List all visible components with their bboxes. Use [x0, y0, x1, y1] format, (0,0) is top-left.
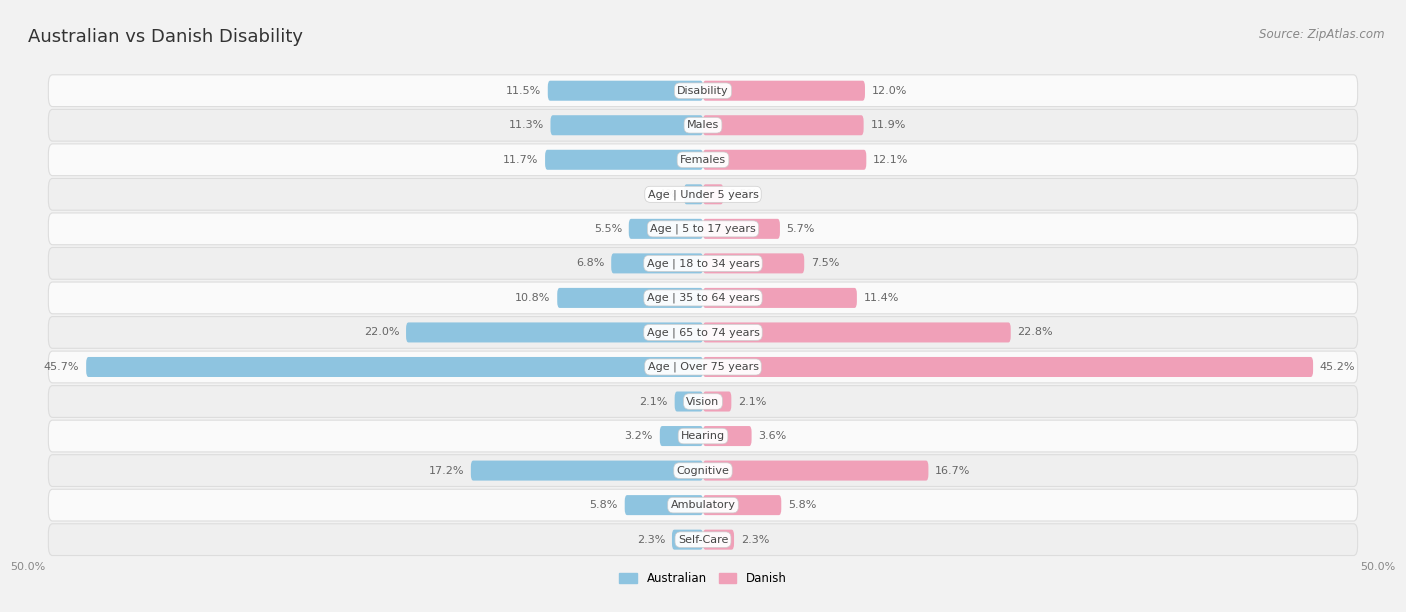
FancyBboxPatch shape	[557, 288, 703, 308]
Text: 2.1%: 2.1%	[640, 397, 668, 406]
Text: Vision: Vision	[686, 397, 720, 406]
Text: 3.2%: 3.2%	[624, 431, 652, 441]
Text: 12.0%: 12.0%	[872, 86, 907, 95]
FancyBboxPatch shape	[659, 426, 703, 446]
FancyBboxPatch shape	[406, 323, 703, 343]
Text: 22.8%: 22.8%	[1018, 327, 1053, 337]
Text: 11.7%: 11.7%	[503, 155, 538, 165]
Text: 5.8%: 5.8%	[589, 500, 619, 510]
FancyBboxPatch shape	[703, 529, 734, 550]
FancyBboxPatch shape	[703, 461, 928, 480]
Text: 16.7%: 16.7%	[935, 466, 970, 476]
Text: 7.5%: 7.5%	[811, 258, 839, 269]
FancyBboxPatch shape	[703, 115, 863, 135]
FancyBboxPatch shape	[48, 213, 1358, 245]
Text: Females: Females	[681, 155, 725, 165]
Text: 45.2%: 45.2%	[1320, 362, 1355, 372]
FancyBboxPatch shape	[703, 81, 865, 101]
Text: 22.0%: 22.0%	[364, 327, 399, 337]
FancyBboxPatch shape	[685, 184, 703, 204]
FancyBboxPatch shape	[703, 357, 1313, 377]
Text: Age | 18 to 34 years: Age | 18 to 34 years	[647, 258, 759, 269]
FancyBboxPatch shape	[546, 150, 703, 170]
Text: Cognitive: Cognitive	[676, 466, 730, 476]
Text: 17.2%: 17.2%	[429, 466, 464, 476]
FancyBboxPatch shape	[48, 179, 1358, 210]
FancyBboxPatch shape	[703, 323, 1011, 343]
FancyBboxPatch shape	[48, 110, 1358, 141]
Text: 11.5%: 11.5%	[506, 86, 541, 95]
FancyBboxPatch shape	[48, 282, 1358, 314]
FancyBboxPatch shape	[86, 357, 703, 377]
Text: 2.3%: 2.3%	[637, 535, 665, 545]
Text: Ambulatory: Ambulatory	[671, 500, 735, 510]
FancyBboxPatch shape	[48, 420, 1358, 452]
FancyBboxPatch shape	[703, 495, 782, 515]
Text: 11.9%: 11.9%	[870, 120, 905, 130]
FancyBboxPatch shape	[471, 461, 703, 480]
FancyBboxPatch shape	[48, 489, 1358, 521]
Text: Age | Over 75 years: Age | Over 75 years	[648, 362, 758, 372]
FancyBboxPatch shape	[628, 219, 703, 239]
Legend: Australian, Danish: Australian, Danish	[614, 567, 792, 590]
Text: 5.8%: 5.8%	[787, 500, 817, 510]
Text: Age | Under 5 years: Age | Under 5 years	[648, 189, 758, 200]
Text: Age | 5 to 17 years: Age | 5 to 17 years	[650, 223, 756, 234]
Text: 11.4%: 11.4%	[863, 293, 898, 303]
FancyBboxPatch shape	[548, 81, 703, 101]
FancyBboxPatch shape	[48, 144, 1358, 176]
FancyBboxPatch shape	[675, 392, 703, 411]
Text: 45.7%: 45.7%	[44, 362, 79, 372]
Text: 5.7%: 5.7%	[787, 224, 815, 234]
Text: 2.1%: 2.1%	[738, 397, 766, 406]
FancyBboxPatch shape	[703, 288, 856, 308]
FancyBboxPatch shape	[703, 150, 866, 170]
Text: Males: Males	[688, 120, 718, 130]
Text: Disability: Disability	[678, 86, 728, 95]
FancyBboxPatch shape	[48, 75, 1358, 106]
Text: Australian vs Danish Disability: Australian vs Danish Disability	[28, 28, 304, 46]
FancyBboxPatch shape	[48, 524, 1358, 556]
FancyBboxPatch shape	[48, 386, 1358, 417]
Text: 6.8%: 6.8%	[576, 258, 605, 269]
FancyBboxPatch shape	[624, 495, 703, 515]
Text: Self-Care: Self-Care	[678, 535, 728, 545]
Text: 11.3%: 11.3%	[509, 120, 544, 130]
FancyBboxPatch shape	[703, 392, 731, 411]
Text: 1.4%: 1.4%	[650, 189, 678, 200]
FancyBboxPatch shape	[703, 219, 780, 239]
FancyBboxPatch shape	[48, 351, 1358, 383]
Text: 3.6%: 3.6%	[758, 431, 786, 441]
Text: Age | 65 to 74 years: Age | 65 to 74 years	[647, 327, 759, 338]
FancyBboxPatch shape	[48, 316, 1358, 348]
FancyBboxPatch shape	[612, 253, 703, 274]
Text: 12.1%: 12.1%	[873, 155, 908, 165]
FancyBboxPatch shape	[48, 455, 1358, 487]
FancyBboxPatch shape	[551, 115, 703, 135]
FancyBboxPatch shape	[703, 426, 752, 446]
Text: 1.5%: 1.5%	[730, 189, 758, 200]
FancyBboxPatch shape	[703, 184, 723, 204]
Text: Hearing: Hearing	[681, 431, 725, 441]
FancyBboxPatch shape	[703, 253, 804, 274]
Text: Age | 35 to 64 years: Age | 35 to 64 years	[647, 293, 759, 303]
Text: Source: ZipAtlas.com: Source: ZipAtlas.com	[1260, 28, 1385, 40]
FancyBboxPatch shape	[672, 529, 703, 550]
FancyBboxPatch shape	[48, 247, 1358, 279]
Text: 10.8%: 10.8%	[515, 293, 551, 303]
Text: 2.3%: 2.3%	[741, 535, 769, 545]
Text: 5.5%: 5.5%	[593, 224, 621, 234]
